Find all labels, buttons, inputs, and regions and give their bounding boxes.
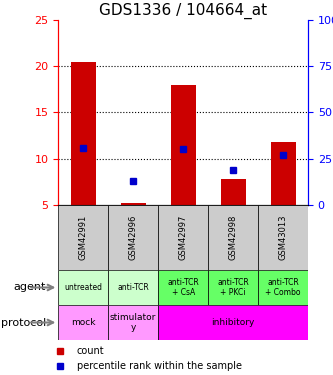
Bar [58, 305, 108, 340]
Text: anti-TCR
+ Combo: anti-TCR + Combo [265, 278, 301, 297]
Text: mock: mock [71, 318, 96, 327]
Text: GSM42998: GSM42998 [228, 215, 238, 260]
Bar [108, 305, 158, 340]
Text: untreated: untreated [64, 283, 102, 292]
Text: GSM42997: GSM42997 [178, 215, 188, 260]
Bar [158, 205, 208, 270]
Text: count: count [77, 345, 104, 355]
Title: GDS1336 / 104664_at: GDS1336 / 104664_at [99, 3, 267, 19]
Text: anti-TCR
+ PKCi: anti-TCR + PKCi [217, 278, 249, 297]
Bar [171, 85, 196, 205]
Text: inhibitory: inhibitory [211, 318, 255, 327]
Text: percentile rank within the sample: percentile rank within the sample [77, 361, 241, 371]
Bar [208, 270, 258, 305]
Bar [71, 62, 96, 205]
Bar [108, 205, 158, 270]
Text: agent: agent [13, 282, 46, 292]
Bar [58, 205, 108, 270]
Text: GSM43013: GSM43013 [278, 215, 288, 260]
Bar [258, 270, 308, 305]
Bar [158, 270, 208, 305]
Bar [108, 270, 158, 305]
Bar [58, 270, 108, 305]
Text: anti-TCR
+ CsA: anti-TCR + CsA [167, 278, 199, 297]
Text: GSM42996: GSM42996 [129, 215, 138, 260]
Bar [208, 205, 258, 270]
Bar [158, 305, 308, 340]
Text: GSM42991: GSM42991 [79, 215, 88, 260]
Bar [221, 179, 246, 205]
Text: anti-TCR: anti-TCR [117, 283, 149, 292]
Text: protocol: protocol [1, 318, 46, 327]
Bar [121, 203, 146, 205]
Bar [258, 205, 308, 270]
Bar [270, 142, 296, 205]
Text: stimulator
y: stimulator y [110, 313, 157, 332]
